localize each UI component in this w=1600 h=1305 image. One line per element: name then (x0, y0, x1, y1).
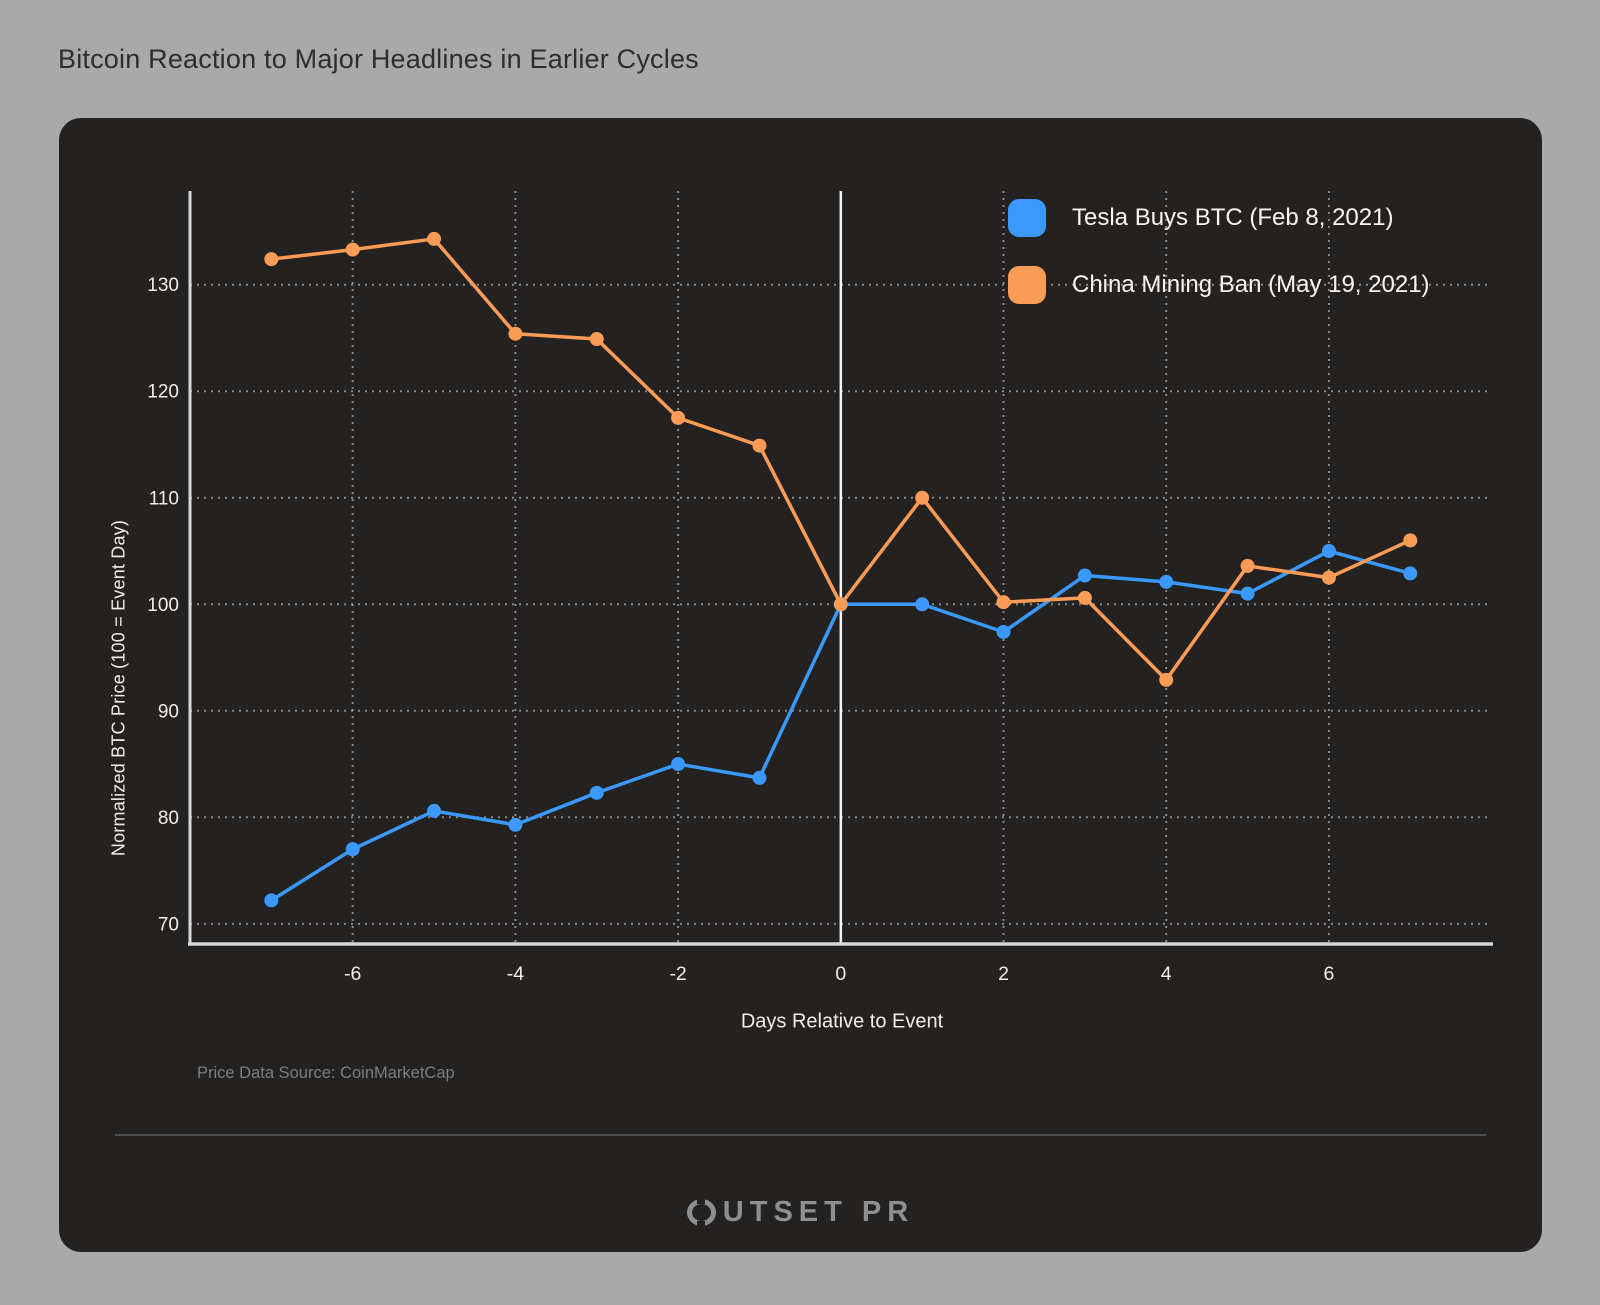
logo-o-icon (686, 1198, 716, 1226)
svg-text:90: 90 (158, 701, 179, 722)
chart-title: Bitcoin Reaction to Major Headlines in E… (58, 44, 699, 74)
y-axis-label: Normalized BTC Price (100 = Event Day) (108, 519, 129, 857)
svg-text:-2: -2 (669, 963, 686, 985)
svg-text:-4: -4 (507, 963, 524, 985)
china-series-swatch (1008, 266, 1046, 304)
brand-logo-text: UTSET PR (722, 1195, 915, 1228)
svg-text:80: 80 (158, 808, 179, 829)
svg-text:4: 4 (1161, 963, 1172, 985)
data-source-note: Price Data Source: CoinMarketCap (197, 1064, 455, 1082)
svg-text:0: 0 (835, 963, 846, 985)
x-axis-label: Days Relative to Event (740, 1010, 944, 1033)
svg-text:120: 120 (147, 382, 179, 403)
legend-item-tesla: Tesla Buys BTC (Feb 8, 2021) (1008, 199, 1430, 237)
svg-text:100: 100 (147, 595, 179, 616)
svg-text:-6: -6 (344, 963, 361, 985)
legend-item-china: China Mining Ban (May 19, 2021) (1008, 266, 1430, 304)
tesla-series-swatch (1008, 199, 1046, 237)
svg-text:110: 110 (149, 488, 179, 509)
legend-label-china: China Mining Ban (May 19, 2021) (1072, 271, 1430, 298)
legend-label-tesla: Tesla Buys BTC (Feb 8, 2021) (1072, 204, 1394, 231)
line-chart: 70 80 90 100 110 120 130 -6 -4 -2 0 2 4 6 (147, 191, 1493, 985)
footer-divider (115, 1134, 1486, 1136)
svg-text:130: 130 (147, 275, 179, 296)
legend: Tesla Buys BTC (Feb 8, 2021) China Minin… (1008, 199, 1430, 304)
chart-card: 70 80 90 100 110 120 130 -6 -4 -2 0 2 4 6 Normalized … (59, 118, 1542, 1252)
svg-text:6: 6 (1323, 963, 1334, 985)
brand-logo: UTSET PR (59, 1192, 1542, 1232)
svg-text:2: 2 (998, 963, 1009, 985)
svg-text:70: 70 (158, 914, 179, 935)
